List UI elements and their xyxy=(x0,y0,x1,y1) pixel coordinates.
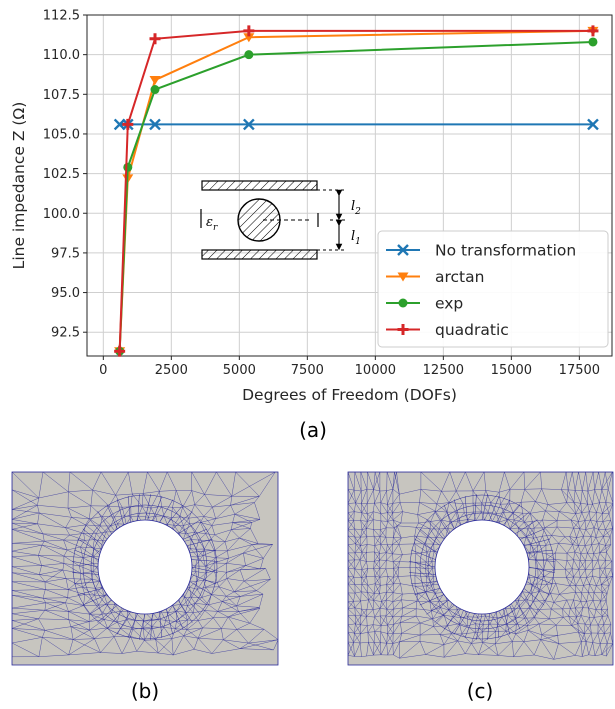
legend-entry: No transformation xyxy=(386,242,576,260)
caption-c: (c) xyxy=(467,679,494,703)
x-tick-label: 5000 xyxy=(223,363,256,378)
y-tick-label: 110.0 xyxy=(43,48,80,63)
mesh-hole xyxy=(434,519,530,615)
mesh-c xyxy=(347,471,614,666)
data-point xyxy=(243,25,255,37)
legend-marker xyxy=(397,324,409,335)
y-tick-label: 102.5 xyxy=(43,167,80,182)
y-tick-label: 107.5 xyxy=(43,88,80,103)
data-point xyxy=(243,33,255,43)
l1-label: l1 xyxy=(351,229,361,247)
y-tick-label: 92.5 xyxy=(51,326,80,341)
data-point xyxy=(150,85,160,95)
data-point xyxy=(149,33,161,45)
data-point xyxy=(149,118,161,131)
x-tick-label: 12500 xyxy=(423,363,464,378)
data-point xyxy=(587,118,599,131)
legend-label: quadratic xyxy=(435,321,509,339)
y-tick-label: 95.0 xyxy=(51,286,80,301)
y-tick-label: 97.5 xyxy=(51,246,80,261)
caption-a: (a) xyxy=(299,418,327,442)
legend-marker xyxy=(398,298,408,308)
legend-marker xyxy=(397,272,409,282)
mesh-b xyxy=(11,471,279,666)
series-quadratic xyxy=(114,25,599,357)
mesh-hole xyxy=(97,519,193,615)
legend-label: No transformation xyxy=(435,242,576,260)
data-point xyxy=(243,118,255,131)
data-point xyxy=(588,37,598,47)
mesh-hole-rings xyxy=(409,494,555,640)
caption-b: (b) xyxy=(131,679,159,703)
legend-entry: arctan xyxy=(386,268,484,286)
data-point xyxy=(114,345,126,357)
stripline-inset: εr l2 l1 xyxy=(200,180,361,260)
l2-label: l2 xyxy=(351,199,361,217)
data-point xyxy=(587,25,599,37)
y-tick-label: 105.0 xyxy=(43,127,80,142)
legend: No transformation arctan exp quadratic xyxy=(377,230,609,348)
x-tick-label: 7500 xyxy=(291,363,324,378)
legend-marker xyxy=(397,244,409,256)
x-tick-label: 10000 xyxy=(355,363,396,378)
y-axis-label: Line impedance Z (Ω) xyxy=(10,102,28,270)
x-tick-label: 0 xyxy=(99,363,107,378)
legend-entry: quadratic xyxy=(386,321,509,339)
series-no-transformation xyxy=(113,118,599,131)
data-point xyxy=(149,76,161,86)
top-ground-plane xyxy=(201,180,318,191)
x-axis-label: Degrees of Freedom (DOFs) xyxy=(242,386,457,404)
impedance-plot: 0 2500 5000 7500 10000 12500 15000 17500 92.5 95.… xyxy=(10,9,613,404)
x-tick-label: 15000 xyxy=(491,363,532,378)
bottom-ground-plane xyxy=(201,249,318,260)
legend-label: arctan xyxy=(435,268,484,286)
y-tick-label: 112.5 xyxy=(43,9,80,24)
x-tick-label: 17500 xyxy=(559,363,600,378)
legend-entry: exp xyxy=(386,295,463,313)
data-point xyxy=(123,162,133,172)
mesh-hole-rings xyxy=(72,494,218,640)
epsilon-r-label: εr xyxy=(206,215,218,233)
legend-label: exp xyxy=(435,295,463,313)
data-point xyxy=(244,50,254,60)
x-tick-label: 2500 xyxy=(155,363,188,378)
legend-box xyxy=(377,230,609,348)
data-point xyxy=(122,118,134,130)
plot-frame xyxy=(86,14,613,357)
y-tick-label: 100.0 xyxy=(43,207,80,222)
